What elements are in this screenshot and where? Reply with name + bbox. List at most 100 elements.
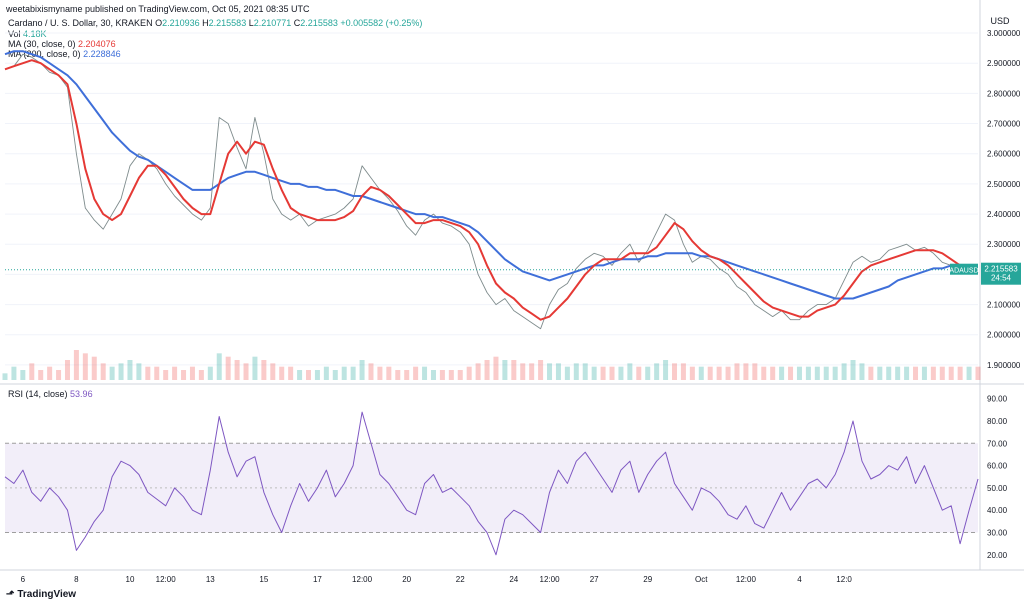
attribution: weetabixismyname published on TradingVie… (6, 4, 310, 14)
volume-bar (886, 366, 892, 380)
volume-bar (422, 366, 428, 380)
legend-ma200-row: MA (200, close, 0) 2.228846 (8, 49, 121, 59)
rsi-pane[interactable]: 90.00 80.00 70.00 60.00 50.00 40.00 30.00 20.00 (4, 395, 1008, 560)
rsi-tick-label: 40.00 (987, 506, 1008, 515)
rsi-tick-label: 70.00 (987, 439, 1008, 448)
volume-bar (591, 366, 597, 380)
volume-bar (966, 366, 972, 380)
legend-vol-label: Vol (8, 29, 21, 39)
volume-bar (502, 360, 508, 380)
volume-bar (529, 363, 535, 380)
volume-bar (82, 353, 88, 380)
time-tick-label: 15 (259, 575, 268, 584)
volume-bar (752, 363, 758, 380)
time-tick-label: 12:00 (156, 575, 177, 584)
legend-close-label: C (293, 18, 301, 28)
volume-bar (689, 366, 695, 380)
volume-bar (350, 366, 356, 380)
legend-open-label: O (155, 18, 163, 28)
time-tick-label: 12:00 (540, 575, 561, 584)
legend-rsi: 53.96 (70, 389, 93, 399)
volume-bar (430, 370, 436, 380)
legend-change: +0.005582 (+0.25%) (340, 18, 423, 28)
volume-bar (297, 370, 303, 380)
volume-bar (189, 366, 195, 380)
time-tick-label: 4 (797, 575, 802, 584)
volume-bar (198, 370, 204, 380)
volume-bar (252, 356, 258, 380)
volume-bar (698, 366, 704, 380)
legend-low: 2.210771 (253, 18, 292, 28)
volume-bar (743, 363, 749, 380)
volume-bar (948, 366, 954, 380)
volume-bar (243, 363, 249, 380)
volume-bar (484, 360, 490, 380)
time-tick-label: 10 (126, 575, 135, 584)
legend-volume-row: Vol 4.18K (8, 29, 47, 39)
rsi-line (4, 411, 979, 556)
volume-bar (395, 370, 401, 380)
volume-bar (671, 363, 677, 380)
volume-bar (457, 370, 463, 380)
volume-bar (145, 366, 151, 380)
volume-bar (761, 366, 767, 380)
volume-bar (306, 370, 312, 380)
volume-bar (511, 360, 517, 380)
volume-bar (600, 366, 606, 380)
time-tick-label: 17 (313, 575, 322, 584)
volume-bar (270, 363, 276, 380)
legend-ma200-label: MA (200, close, 0) (8, 49, 81, 59)
volume-bar (805, 366, 811, 380)
price-tick-label: 3.000000 (987, 29, 1021, 38)
volume-bar (64, 360, 70, 380)
symbol-tag-label: ADAUSD (949, 268, 978, 275)
volume-bar (716, 366, 722, 380)
tradingview-brand[interactable]: ⬏ TradingView (6, 589, 76, 600)
volume-bar (788, 366, 794, 380)
volume-bar (404, 370, 410, 380)
symbol-tag (950, 263, 978, 275)
volume-bar (181, 370, 187, 380)
legend-close: 2.215583 (300, 18, 338, 28)
volume-bar (707, 366, 713, 380)
legend-low-label: L (248, 18, 254, 28)
ma200-line (4, 50, 979, 300)
volume-bar (314, 370, 320, 380)
time-tick-label: 12:00 (352, 575, 373, 584)
ma30-line (4, 59, 979, 321)
volume-bar (725, 366, 731, 380)
legend-open: 2.210936 (162, 18, 200, 28)
volume-bar (225, 356, 231, 380)
volume-bar (913, 366, 919, 380)
rsi-tick-label: 90.00 (987, 395, 1008, 404)
price-tick-label: 2.900000 (987, 59, 1021, 68)
last-price-label: 2.215583 (984, 265, 1018, 274)
volume-bar (493, 356, 499, 380)
time-axis[interactable]: 6 8 10 12:00 13 15 17 12:00 20 22 24 12:00 27 29 Oct 12… (21, 575, 853, 584)
price-tick-label: 1.900000 (987, 361, 1021, 370)
rsi-tick-label: 20.00 (987, 551, 1008, 560)
rsi-tick-label: 80.00 (987, 417, 1008, 426)
price-tick-label: 2.300000 (987, 240, 1021, 249)
time-tick-label: 6 (21, 575, 26, 584)
time-tick-label: 29 (643, 575, 652, 584)
legend-symbol-row: Cardano / U. S. Dollar, 30, KRAKEN O2.21… (8, 18, 422, 28)
price-tick-label: 2.800000 (987, 89, 1021, 98)
price-axis[interactable]: 3.000000 2.900000 2.800000 2.700000 2.600000… (5, 29, 1021, 370)
volume-bar (636, 366, 642, 380)
volume-bar (323, 366, 329, 380)
time-tick-label: 24 (509, 575, 518, 584)
legend-symbol: Cardano / U. S. Dollar, 30, KRAKEN (8, 18, 153, 28)
volume-bar (341, 366, 347, 380)
volume-bar (877, 366, 883, 380)
volume-bar (261, 360, 267, 380)
volume-bar (109, 366, 115, 380)
price-tick-label: 2.600000 (987, 150, 1021, 159)
volume-bar (663, 360, 669, 380)
volume-bar (207, 366, 213, 380)
volume-bar (564, 366, 570, 380)
volume-bar (466, 366, 472, 380)
legend-high: 2.215583 (208, 18, 247, 28)
volume-bar (100, 363, 106, 380)
